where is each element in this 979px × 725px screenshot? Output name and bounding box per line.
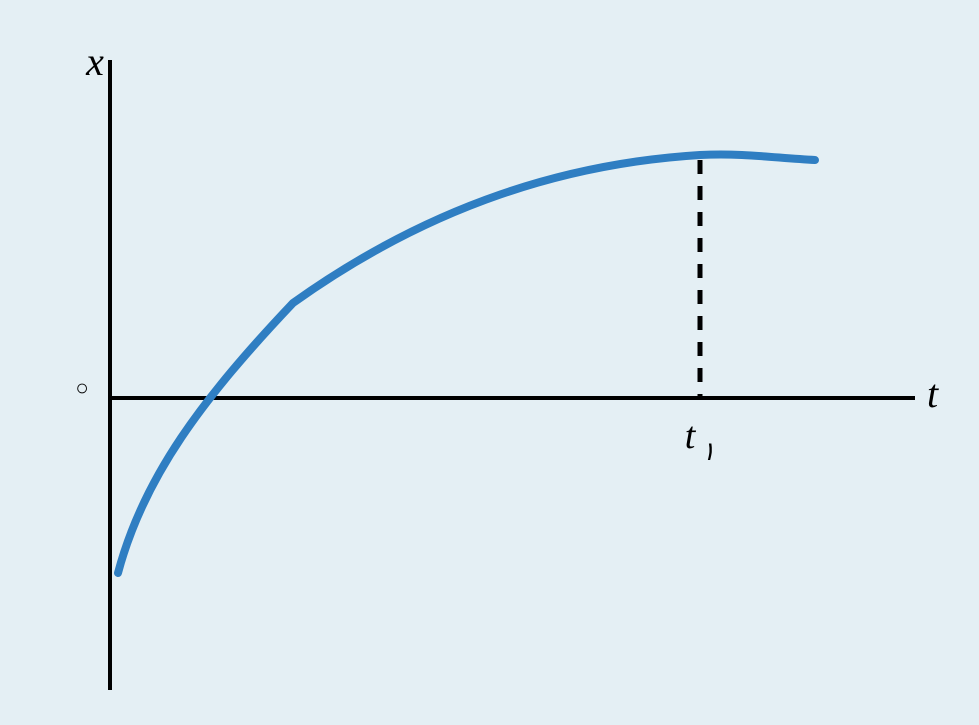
origin-marker: ○ (75, 375, 88, 400)
t1-label-sub: ١ (701, 437, 715, 466)
x-axis-label: t (927, 371, 939, 416)
t1-label-main: t (685, 415, 697, 457)
position-time-chart: x t ○ t ١ (0, 0, 979, 725)
y-axis-label: x (85, 39, 104, 84)
chart-svg: x t ○ t ١ (0, 0, 979, 725)
chart-background (0, 0, 979, 725)
